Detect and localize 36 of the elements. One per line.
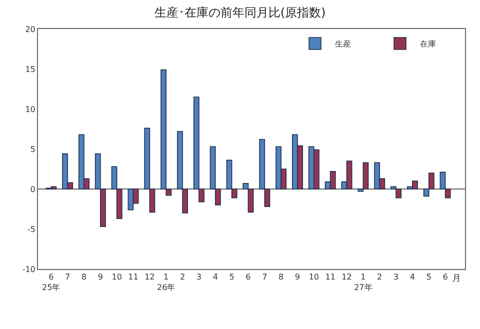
x-tick-label: 2	[377, 272, 382, 282]
x-tick-label: 3	[196, 272, 202, 282]
x-tick-label: 6 25年	[42, 272, 60, 292]
y-tick-label: 10	[25, 104, 36, 114]
y-tick-label: 5	[30, 144, 36, 154]
x-tick-label: 11	[325, 272, 336, 282]
x-tick-label: 10	[112, 272, 122, 282]
x-tick-label: 6	[442, 272, 448, 282]
x-tick-label: 12	[144, 272, 155, 282]
legend-label: 生産	[335, 40, 351, 49]
x-tick-label: 4	[410, 272, 415, 282]
y-tick-label: -10	[22, 264, 36, 274]
y-tick-label: 15	[25, 64, 36, 74]
x-tick-label: 9	[294, 272, 300, 282]
x-tick-label: 5	[426, 272, 432, 282]
x-tick-label: 5	[229, 272, 234, 282]
x-tick-label: 7	[65, 272, 70, 282]
y-tick-label: -5	[27, 224, 36, 234]
x-tick-label: 7	[262, 272, 268, 282]
x-tick-label: 9	[98, 272, 103, 282]
y-tick-label: 0	[30, 184, 36, 194]
x-tick-label: 3	[393, 272, 399, 282]
x-tick-label: 8	[81, 272, 87, 282]
x-tick-label: 8	[278, 272, 284, 282]
x-tick-label: 6	[246, 272, 251, 282]
y-tick-label: 20	[25, 24, 36, 34]
x-tick-label: 11	[128, 272, 138, 282]
chart-title: 生産･在庫の前年同月比(原指数)	[154, 6, 326, 20]
x-tick-label: 1 27年	[354, 272, 372, 292]
legend-label: 在庫	[420, 40, 436, 49]
x-tick-label: 2	[180, 272, 186, 282]
x-tick-label: 1 26年	[157, 272, 176, 292]
x-tick-label: 12	[342, 272, 352, 282]
x-tick-label: 10	[308, 272, 320, 282]
x-tick-label: 4	[212, 272, 218, 282]
x-axis-title: 月	[452, 274, 461, 284]
